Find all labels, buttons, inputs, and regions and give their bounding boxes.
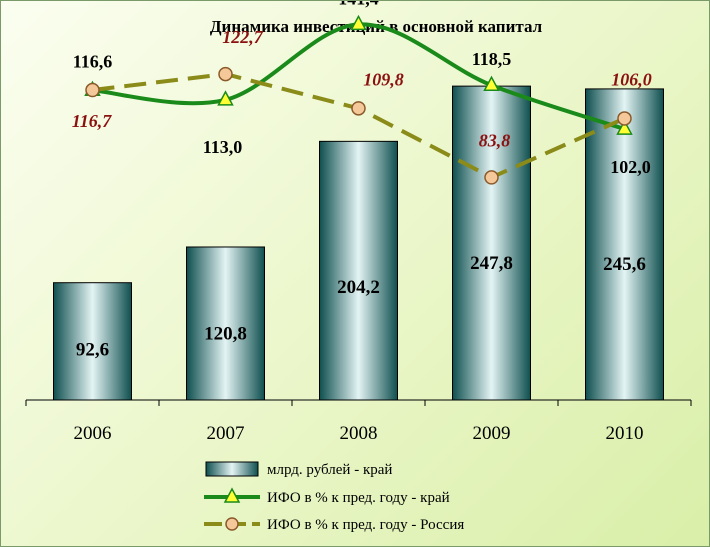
legend-label: ИФО в % к пред. году - край	[267, 490, 450, 506]
russia-point-2009	[484, 170, 499, 185]
legend-label: ИФО в % к пред. году - Россия	[267, 517, 464, 533]
x-tick-label-2010: 2010	[606, 423, 644, 444]
bar-2008	[319, 140, 398, 401]
kray-point-2010	[616, 119, 633, 135]
bar-value-label: 247,8	[470, 253, 513, 274]
legend: млрд. рублей - край ИФО в % к пред. году …	[204, 461, 464, 533]
x-tick-label-2007: 2007	[207, 423, 245, 444]
kray-value-label: 116,6	[73, 51, 113, 71]
russia-point-2006	[85, 82, 100, 98]
russia-value-label: 116,7	[72, 111, 113, 131]
bar-value-label: 204,2	[337, 277, 380, 298]
kray-point-2009	[483, 75, 500, 91]
kray-value-label: 102,0	[610, 157, 651, 177]
legend-marker-triangle	[223, 487, 241, 503]
bar-2009	[452, 85, 531, 401]
bar-value-label: 120,8	[204, 324, 247, 345]
kray-value-label: 118,5	[472, 49, 512, 69]
bar-2010	[585, 88, 664, 401]
legend-marker-circle	[225, 517, 239, 531]
bar-value-label: 245,6	[603, 254, 646, 275]
russia-value-label: 106,0	[611, 69, 652, 89]
russia-point-2007	[218, 66, 233, 82]
bar-value-label: 92,6	[76, 339, 109, 360]
x-tick-label-2009: 2009	[473, 423, 511, 444]
legend-swatch-bar	[205, 461, 259, 477]
bar-2006	[53, 282, 132, 401]
russia-point-2008	[351, 101, 366, 116]
legend-label: млрд. рублей - край	[267, 462, 392, 478]
kray-point-2008	[350, 14, 367, 31]
kray-value-label: 141,4	[338, 1, 379, 8]
kray-point-2007	[217, 90, 234, 106]
x-tick-label-2008: 2008	[340, 423, 378, 444]
russia-value-label: 109,8	[363, 69, 404, 89]
russia-point-2010	[617, 111, 632, 126]
russia-value-label: 83,8	[479, 130, 511, 150]
kray-value-label: 113,0	[203, 137, 243, 157]
russia-value-label: 122,7	[222, 27, 264, 47]
x-tick-label-2006: 2006	[74, 423, 112, 444]
